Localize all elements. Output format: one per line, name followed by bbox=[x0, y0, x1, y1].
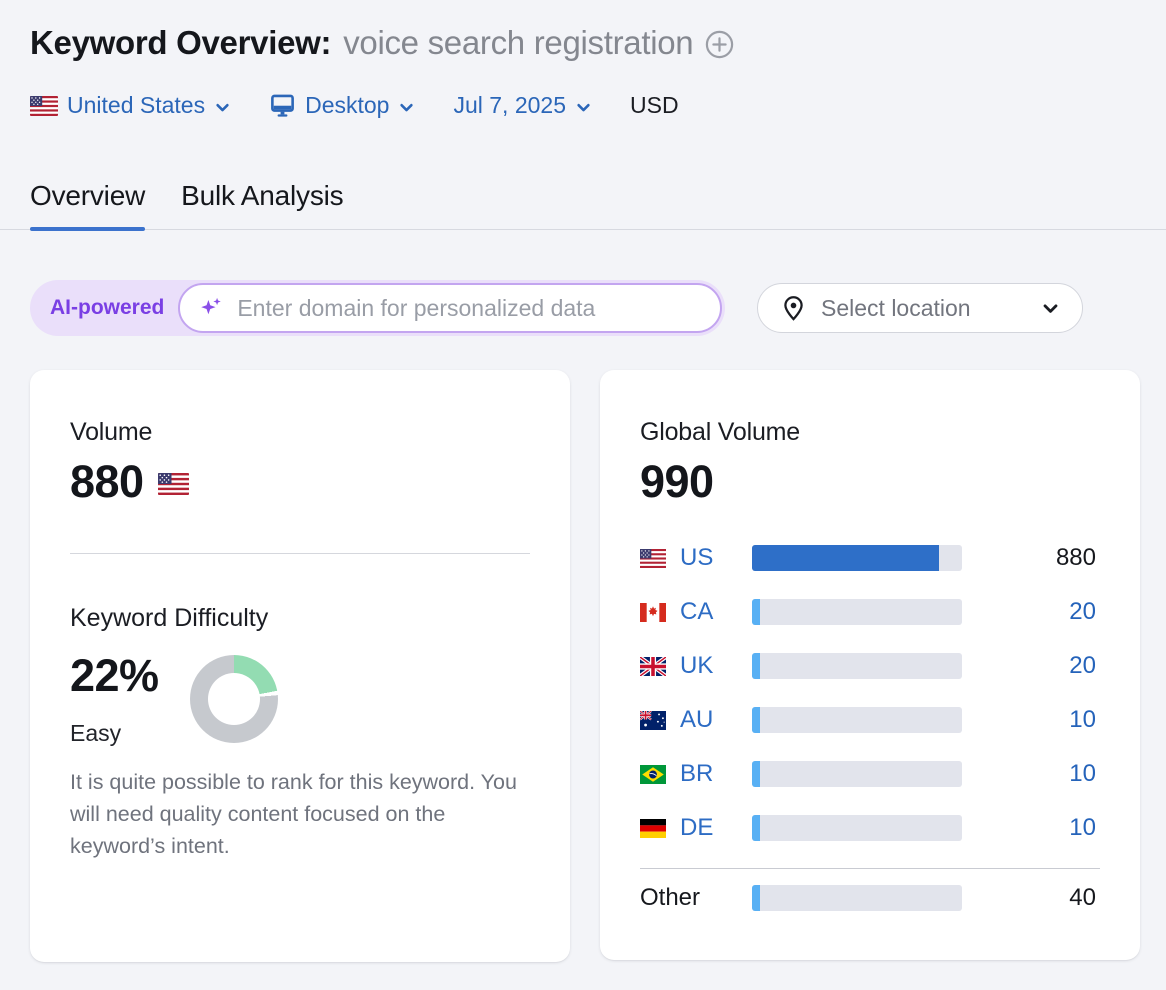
global-volume-rows: US 880 CA 20 UK 20 AU 10 BR 10 bbox=[600, 544, 1140, 868]
country-dropdown-label: United States bbox=[67, 92, 206, 118]
keyword-difficulty-value: 22% bbox=[70, 650, 159, 701]
bar-fill bbox=[752, 599, 760, 625]
divider bbox=[640, 868, 1100, 869]
page-header: Keyword Overview: voice search registrat… bbox=[30, 24, 734, 62]
keyword-difficulty-donut-chart bbox=[190, 655, 278, 743]
bar-fill bbox=[752, 653, 760, 679]
country-volume-value[interactable]: 10 bbox=[1069, 814, 1096, 841]
bar-fill bbox=[752, 815, 760, 841]
date-dropdown[interactable]: Jul 7, 2025 bbox=[453, 92, 592, 119]
global-volume-value: 990 bbox=[640, 456, 714, 507]
device-dropdown[interactable]: Desktop bbox=[269, 92, 415, 119]
page-title: Keyword Overview: bbox=[30, 24, 332, 61]
other-value: 40 bbox=[1069, 884, 1096, 911]
volume-title: Volume bbox=[70, 418, 153, 446]
country-link[interactable]: BR bbox=[680, 760, 714, 787]
chevron-down-icon bbox=[575, 99, 592, 116]
country-link[interactable]: AU bbox=[680, 706, 714, 733]
au-flag-icon bbox=[640, 710, 666, 730]
country-volume-bar bbox=[752, 599, 962, 625]
plus-circle-icon bbox=[705, 30, 734, 59]
country-volume-bar bbox=[752, 707, 962, 733]
keyword-text: voice search registration bbox=[343, 24, 694, 61]
divider bbox=[70, 553, 530, 554]
bar-fill bbox=[752, 761, 760, 787]
filter-bar: United States Desktop Jul 7, 2025 USD bbox=[30, 92, 679, 119]
us-flag-icon bbox=[30, 95, 58, 116]
add-keyword-button[interactable] bbox=[705, 30, 734, 59]
country-volume-row: DE 10 bbox=[600, 814, 1140, 842]
country-volume-value[interactable]: 10 bbox=[1069, 760, 1096, 787]
tab-overview[interactable]: Overview bbox=[30, 180, 145, 231]
country-link[interactable]: UK bbox=[680, 652, 714, 679]
sparkles-icon bbox=[198, 295, 224, 321]
country-volume-bar bbox=[752, 815, 962, 841]
country-volume-bar bbox=[752, 545, 962, 571]
tab-bar: Overview Bulk Analysis bbox=[0, 180, 1166, 231]
country-link[interactable]: CA bbox=[680, 598, 714, 625]
keyword-difficulty-title: Keyword Difficulty bbox=[70, 604, 269, 632]
chevron-down-icon bbox=[214, 99, 231, 116]
monitor-icon bbox=[269, 92, 296, 119]
device-dropdown-label: Desktop bbox=[305, 92, 390, 118]
country-volume-row: BR 10 bbox=[600, 760, 1140, 788]
country-volume-value[interactable]: 20 bbox=[1069, 598, 1096, 625]
select-location-button[interactable]: Select location bbox=[757, 283, 1083, 333]
select-location-label: Select location bbox=[821, 294, 971, 321]
country-dropdown[interactable]: United States bbox=[30, 92, 231, 119]
other-label: Other bbox=[640, 884, 701, 911]
domain-input-wrap bbox=[178, 283, 723, 333]
country-volume-value[interactable]: 10 bbox=[1069, 706, 1096, 733]
bar-fill bbox=[752, 707, 760, 733]
global-volume-card: Global Volume 990 US 880 CA 20 UK 20 AU … bbox=[600, 370, 1140, 960]
country-link[interactable]: US bbox=[680, 544, 714, 571]
country-volume-value[interactable]: 20 bbox=[1069, 652, 1096, 679]
keyword-difficulty-description: It is quite possible to rank for this ke… bbox=[70, 770, 517, 858]
de-flag-icon bbox=[640, 818, 666, 838]
us-flag-icon bbox=[157, 473, 189, 495]
date-dropdown-label: Jul 7, 2025 bbox=[453, 92, 566, 118]
chevron-down-icon bbox=[1041, 299, 1060, 318]
country-volume-row: UK 20 bbox=[600, 652, 1140, 680]
ca-flag-icon bbox=[640, 602, 666, 622]
ai-powered-pill: AI-powered bbox=[30, 280, 726, 336]
ai-powered-badge: AI-powered bbox=[50, 296, 165, 319]
other-volume-bar bbox=[752, 885, 962, 911]
country-volume-row: US 880 bbox=[600, 544, 1140, 572]
country-link[interactable]: DE bbox=[680, 814, 714, 841]
country-volume-row: CA 20 bbox=[600, 598, 1140, 626]
us-flag-icon bbox=[640, 548, 666, 568]
br-flag-icon bbox=[640, 764, 666, 784]
country-volume-row: AU 10 bbox=[600, 706, 1140, 734]
map-pin-icon bbox=[780, 295, 807, 322]
country-volume-bar bbox=[752, 761, 962, 787]
volume-value: 880 bbox=[70, 456, 144, 507]
uk-flag-icon bbox=[640, 656, 666, 676]
volume-card: Volume 880 Keyword Difficulty 22% Easy I… bbox=[30, 370, 570, 962]
keyword-difficulty-label: Easy bbox=[70, 720, 122, 746]
global-volume-title: Global Volume bbox=[640, 418, 800, 446]
tab-bulk-analysis[interactable]: Bulk Analysis bbox=[181, 180, 344, 229]
currency-label: USD bbox=[630, 92, 679, 118]
country-volume-value: 880 bbox=[1055, 544, 1096, 571]
bar-fill bbox=[752, 885, 761, 911]
domain-input[interactable] bbox=[237, 294, 703, 322]
ai-banner: AI-powered Select location bbox=[30, 280, 1083, 336]
chevron-down-icon bbox=[398, 99, 415, 116]
global-volume-other-row: Other 40 bbox=[600, 884, 1140, 912]
bar-fill bbox=[752, 545, 939, 571]
country-volume-bar bbox=[752, 653, 962, 679]
